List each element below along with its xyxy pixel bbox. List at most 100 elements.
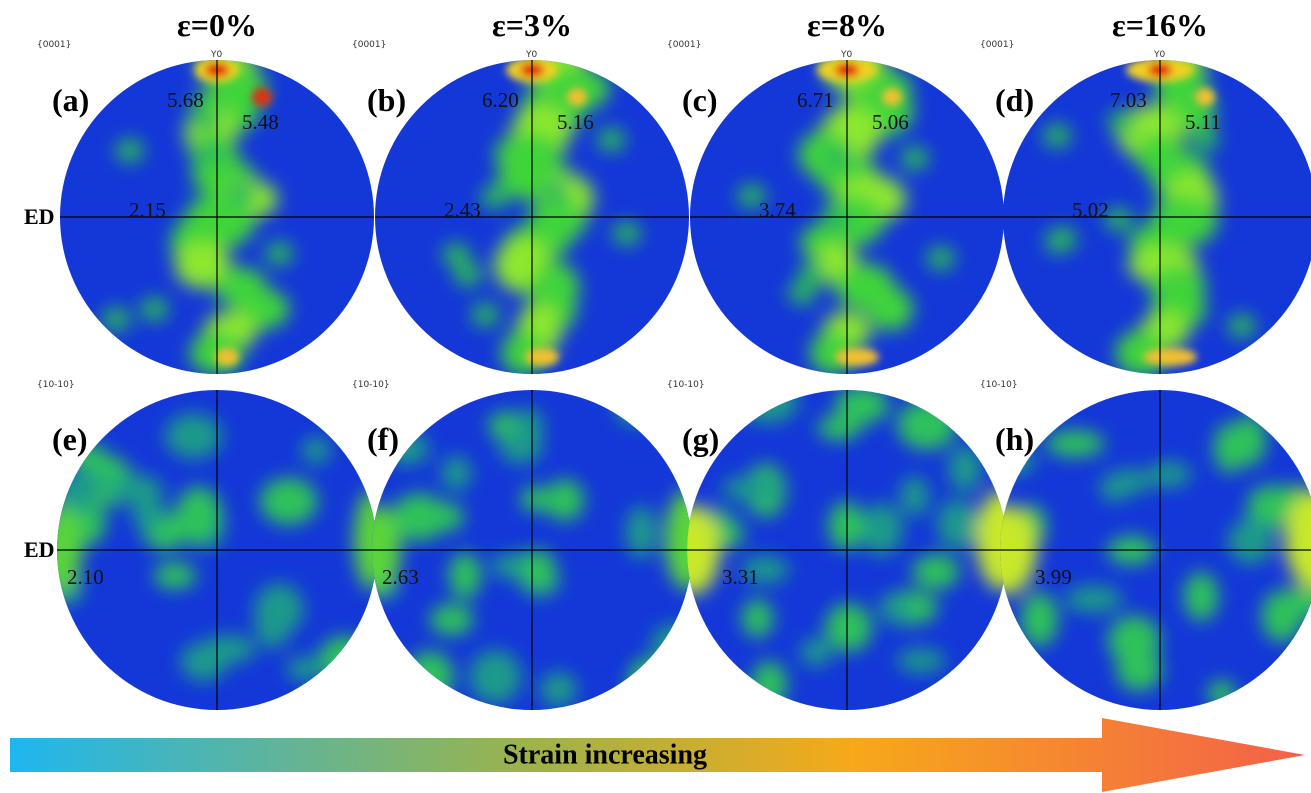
- strain-title: ε=16%: [1112, 7, 1208, 43]
- hotspot: [252, 88, 272, 106]
- blob: [1285, 682, 1311, 708]
- panel-label: (b): [367, 82, 406, 118]
- blob: [201, 635, 256, 664]
- blob: [1065, 586, 1122, 613]
- blob: [1208, 680, 1236, 707]
- blob: [912, 554, 959, 589]
- panel-label: (g): [682, 421, 719, 457]
- pole-label: {0001}: [37, 40, 71, 50]
- side-label: ED: [24, 204, 55, 229]
- blob: [927, 246, 955, 270]
- blob: [255, 583, 304, 635]
- blob: [901, 146, 929, 170]
- panel-label: (h): [995, 421, 1034, 457]
- blob: [828, 501, 863, 550]
- contour-value: 5.11: [1185, 110, 1221, 134]
- panel-label: (f): [367, 421, 399, 457]
- blob: [626, 506, 657, 558]
- pole-label: {10-10}: [352, 380, 390, 390]
- pole-label: {0001}: [980, 40, 1014, 50]
- contour-value: 3.31: [722, 565, 759, 589]
- contour-value: 6.71: [797, 88, 834, 112]
- blob: [515, 408, 543, 448]
- contour-value: 5.48: [242, 110, 279, 134]
- hotspot: [1143, 348, 1197, 366]
- blob: [883, 597, 911, 625]
- blob: [154, 562, 196, 589]
- blob: [61, 471, 105, 497]
- pole-label: {0001}: [352, 40, 386, 50]
- panel-label: (c): [682, 82, 718, 118]
- contour-value: 3.99: [1035, 565, 1072, 589]
- contour-value: 2.63: [382, 565, 419, 589]
- pole-label: {10-10}: [980, 380, 1018, 390]
- blob: [897, 400, 956, 450]
- blob: [469, 650, 521, 704]
- side-label: ED: [24, 537, 55, 562]
- panel-label: (a): [52, 82, 89, 118]
- blob: [817, 415, 861, 440]
- blob: [228, 181, 256, 205]
- blob: [1214, 423, 1246, 473]
- blob: [302, 437, 331, 464]
- panel-label: (d): [995, 82, 1034, 118]
- blob: [196, 142, 224, 166]
- blob: [521, 549, 556, 592]
- hotspot: [567, 88, 587, 106]
- hotspot: [1195, 88, 1215, 106]
- blob: [102, 307, 130, 331]
- contour-value: 5.06: [872, 110, 909, 134]
- blob: [1105, 207, 1133, 231]
- strain-title: ε=8%: [807, 7, 887, 43]
- blob: [430, 604, 474, 635]
- blob: [1184, 572, 1218, 621]
- blob: [449, 552, 481, 599]
- blob: [722, 476, 782, 500]
- contour-value: 5.16: [557, 110, 594, 134]
- blob: [116, 139, 144, 163]
- blob: [597, 128, 625, 152]
- pole-label: {0001}: [667, 40, 701, 50]
- blob: [165, 413, 222, 458]
- pole-label: {10-10}: [37, 380, 75, 390]
- blob: [867, 287, 914, 330]
- blob: [287, 656, 323, 681]
- pole-label: {10-10}: [667, 380, 705, 390]
- blob: [800, 638, 831, 666]
- blob: [651, 624, 699, 665]
- axis-label: Y0: [525, 50, 537, 60]
- blob: [739, 379, 798, 423]
- blob: [900, 476, 929, 516]
- blob: [1228, 314, 1256, 338]
- blob: [406, 651, 454, 700]
- blob: [1043, 124, 1071, 148]
- blob: [1108, 110, 1136, 134]
- blob: [1045, 430, 1104, 457]
- blob: [545, 479, 584, 521]
- figure: ε=0%{0001}Y0(a)5.685.482.15{10-10}(e)2.1…: [0, 0, 1311, 793]
- blob: [751, 661, 787, 708]
- blob: [319, 636, 371, 680]
- blob: [825, 145, 853, 169]
- blob: [442, 455, 472, 490]
- arrow-label: Strain increasing: [503, 739, 707, 770]
- blob: [948, 446, 982, 492]
- panels: ε=0%{0001}Y0(a)5.685.482.15{10-10}(e)2.1…: [37, 7, 1311, 712]
- blob: [1045, 230, 1073, 254]
- blob: [1122, 661, 1155, 691]
- blob: [825, 603, 872, 652]
- axis-label: Y0: [840, 50, 852, 60]
- blob: [392, 493, 446, 541]
- blob: [613, 221, 641, 245]
- contour-value: 6.20: [482, 88, 519, 112]
- hotspot: [835, 348, 879, 366]
- blob: [1106, 469, 1153, 493]
- blob: [471, 303, 499, 327]
- blob: [176, 487, 221, 540]
- blob: [542, 180, 570, 204]
- contour-value: 5.02: [1072, 198, 1109, 222]
- hotspot: [525, 348, 559, 366]
- blob: [896, 649, 945, 673]
- blob: [521, 486, 550, 512]
- contour-value: 2.43: [444, 198, 481, 222]
